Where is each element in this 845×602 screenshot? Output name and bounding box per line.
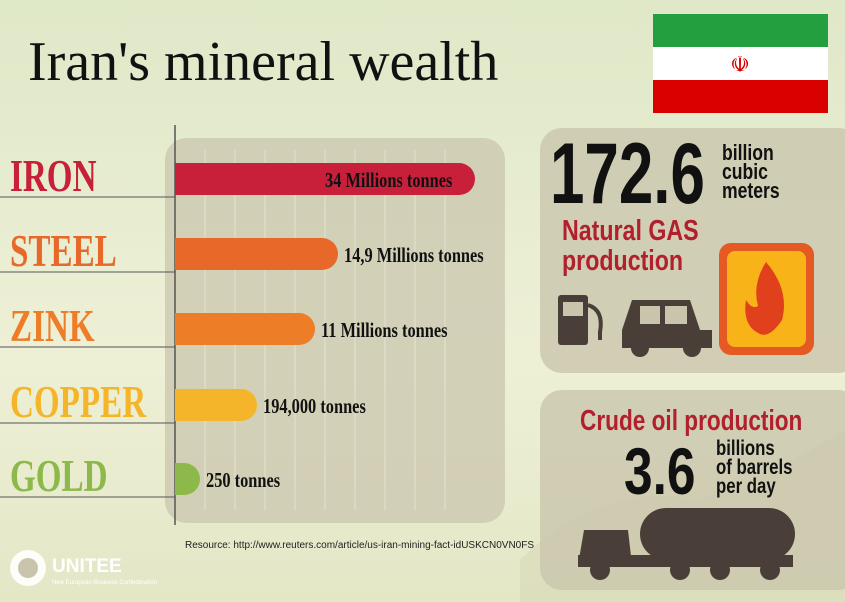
logo: UNITEE New European Business Confederati… <box>10 550 157 586</box>
logo-subtitle: New European Business Confederation <box>52 580 157 586</box>
mineral-amount: 11 Millions tonnes <box>321 319 447 342</box>
separators <box>0 196 175 498</box>
bar <box>175 238 338 270</box>
mineral-amount: 14,9 Millions tonnes <box>344 244 484 267</box>
mineral-name: COPPER <box>10 376 147 428</box>
truck-icon <box>578 508 795 580</box>
source: Resource: http://www.reuters.com/article… <box>185 540 534 551</box>
gas-number: 172.6 <box>550 125 705 221</box>
svg-text:☫: ☫ <box>730 52 750 77</box>
mineral-name: IRON <box>10 150 97 202</box>
mineral-amount: 250 tonnes <box>206 469 280 492</box>
oil-label: Crude oil production <box>580 403 802 436</box>
bar <box>175 163 475 195</box>
bar-panel <box>165 138 505 523</box>
mineral-name: ZINK <box>10 300 95 352</box>
mineral-name: STEEL <box>10 225 117 277</box>
oil-number: 3.6 <box>624 434 696 509</box>
oil-unit: per day <box>716 475 776 498</box>
gas-unit: cubic <box>722 160 768 184</box>
logo-name: UNITEE <box>52 556 122 577</box>
bar <box>175 313 315 345</box>
title: Iran's mineral wealth <box>28 31 498 93</box>
gas-unit: billion <box>722 141 774 165</box>
bar <box>175 389 257 421</box>
gas-label: Natural GAS <box>562 213 699 246</box>
bar <box>175 463 200 495</box>
mineral-name: GOLD <box>10 450 108 502</box>
gas-label: production <box>562 243 683 276</box>
gas-unit: meters <box>722 179 780 203</box>
gas-icons <box>558 243 814 357</box>
flag: ☫ <box>653 14 828 113</box>
mineral-amount: 34 Millions tonnes <box>325 169 452 192</box>
mineral-amount: 194,000 tonnes <box>263 395 366 418</box>
oil-unit: of barrels <box>716 456 793 479</box>
oil-unit: billions <box>716 437 775 460</box>
